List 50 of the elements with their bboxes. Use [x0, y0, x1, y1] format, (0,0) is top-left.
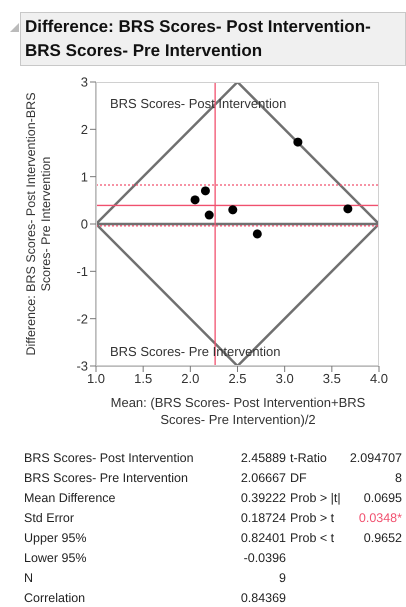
text: -0.0396	[242, 550, 286, 567]
y-tick-label: 3	[80, 74, 88, 90]
point	[228, 205, 238, 214]
y-tick-label: 2	[80, 122, 88, 137]
text: 0.82401	[240, 530, 286, 547]
text: DF	[290, 470, 308, 487]
y-tick-label: -1	[76, 264, 88, 279]
text: t-Ratio	[290, 450, 328, 467]
x-tick-label: 2.0	[181, 371, 200, 386]
x-tick-label: 2.5	[228, 371, 247, 386]
point	[200, 186, 210, 196]
point	[343, 204, 352, 214]
text: Prob > |t|	[290, 490, 342, 507]
text: 0.0348*	[358, 510, 402, 527]
text: N	[24, 570, 34, 587]
text: BRS Scores- Post Intervention	[24, 450, 195, 467]
text: Mean Difference	[24, 490, 116, 507]
x-tick-label: 1.5	[134, 371, 152, 386]
text: 0.9652	[362, 530, 402, 547]
y-tick-label: 1	[80, 169, 88, 184]
x-tick-label: 1.0	[86, 371, 106, 386]
text: Std Error	[24, 510, 76, 527]
x-tick-label: 3.0	[276, 371, 294, 386]
point	[252, 229, 262, 238]
text: BRS Scores- Pre Intervention	[24, 470, 189, 487]
point	[204, 210, 214, 220]
text: 2.45889	[240, 450, 286, 467]
point	[293, 138, 302, 147]
text: 8	[394, 470, 402, 487]
y-tick-label: 0	[80, 216, 88, 232]
text: 2.06667	[240, 470, 286, 487]
text: Prob > t	[290, 510, 336, 527]
x-tick-label: 4.0	[370, 371, 388, 386]
text: Prob < t	[290, 530, 336, 547]
text: 2.094707	[348, 450, 402, 467]
y-axis-title: Difference: BRS Scores- Post Intervention-BRS Scores- Pre Intervention	[24, 91, 54, 358]
text: 9	[278, 570, 286, 587]
text: Lower 95%	[24, 550, 88, 567]
point	[190, 195, 200, 204]
y-tick-label: -2	[76, 311, 88, 326]
text: Correlation	[24, 590, 86, 607]
text: 0.84369	[240, 590, 286, 607]
chart-title: Difference: BRS Scores- Post Intervention-BRS Scores- Pre Intervention	[20, 12, 406, 66]
x-axis-title: Mean: (BRS Scores- Post Intervention+BRS Scores- Pre Intervention)/2	[110, 394, 366, 428]
text: 0.39222	[240, 490, 286, 507]
text: 0.18724	[240, 510, 286, 527]
y-tick-label: -3	[76, 358, 88, 374]
x-tick-label: 3.5	[322, 371, 341, 386]
text: Upper 95%	[24, 530, 88, 547]
text: 0.0695	[362, 490, 402, 507]
